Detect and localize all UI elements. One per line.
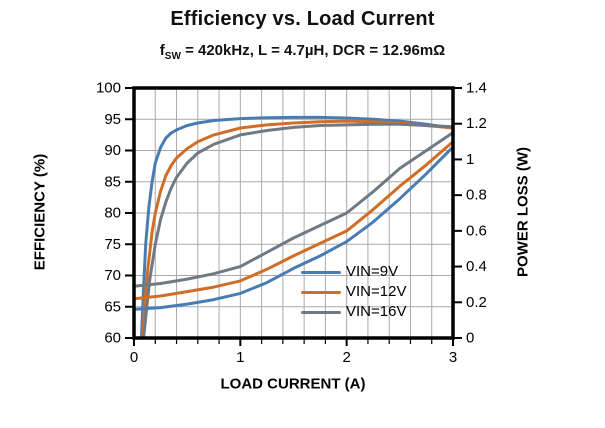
- legend-item-vin12: VIN=12V: [301, 282, 406, 302]
- y-left-tick-label: 85: [104, 173, 121, 190]
- x-tick-label: 0: [130, 349, 138, 366]
- subtitle-rest: = 420kHz, L = 4.7µH, DCR = 12.96mΩ: [180, 42, 446, 59]
- y-left-tick-label: 65: [104, 298, 121, 315]
- legend: VIN=9V VIN=12V VIN=16V: [301, 262, 406, 322]
- efficiency-curve-vin9v: [139, 115, 455, 340]
- legend-swatch-vin16: [301, 310, 341, 314]
- legend-label-vin16: VIN=16V: [346, 303, 407, 320]
- power_loss-curve-vin12v: [132, 140, 455, 301]
- efficiency-curve-vin12v: [141, 119, 455, 340]
- y-right-tick-label: 0.4: [466, 258, 487, 275]
- legend-item-vin9: VIN=9V: [301, 262, 406, 282]
- legend-swatch-vin9: [301, 270, 341, 274]
- y-right-tick-label: 1.4: [466, 80, 487, 97]
- legend-label-vin12: VIN=12V: [346, 283, 407, 300]
- legend-item-vin16: VIN=16V: [301, 302, 406, 322]
- subtitle-f: f: [159, 42, 165, 59]
- y-left-tick-label: 80: [104, 205, 121, 222]
- y-left-tick-label: 90: [104, 142, 121, 159]
- y-right-tick-label: 0.8: [466, 187, 487, 204]
- x-tick-label: 1: [236, 349, 244, 366]
- y-right-tick-label: 0.2: [466, 294, 487, 311]
- y-left-tick-label: 60: [104, 330, 121, 347]
- y-right-tick-label: 1.2: [466, 115, 487, 132]
- subtitle-subscript: SW: [164, 51, 181, 62]
- legend-swatch-vin12: [301, 290, 341, 294]
- chart-subtitle: fSW = 420kHz, L = 4.7µH, DCR = 12.96mΩ: [0, 42, 605, 62]
- y-left-tick-label: 75: [104, 236, 121, 253]
- x-tick-label: 2: [342, 349, 350, 366]
- y-right-tick-label: 0.6: [466, 222, 487, 239]
- power_loss-curve-vin16v: [132, 131, 455, 288]
- legend-label-vin9: VIN=9V: [346, 263, 399, 280]
- chart-title: Efficiency vs. Load Current: [170, 8, 435, 30]
- efficiency-curve-vin16v: [142, 122, 455, 340]
- y-left-tick-label: 100: [96, 80, 121, 97]
- y-right-tick-label: 1: [466, 151, 474, 168]
- plot-border: [132, 86, 455, 340]
- x-tick-label: 3: [449, 349, 457, 366]
- x-axis-label: LOAD CURRENT (A): [220, 375, 366, 393]
- power_loss-curve-vin9v: [132, 145, 455, 311]
- y-left-tick-label: 70: [104, 267, 121, 284]
- y-right-tick-label: 0: [466, 330, 474, 347]
- y-left-tick-label: 95: [104, 111, 121, 128]
